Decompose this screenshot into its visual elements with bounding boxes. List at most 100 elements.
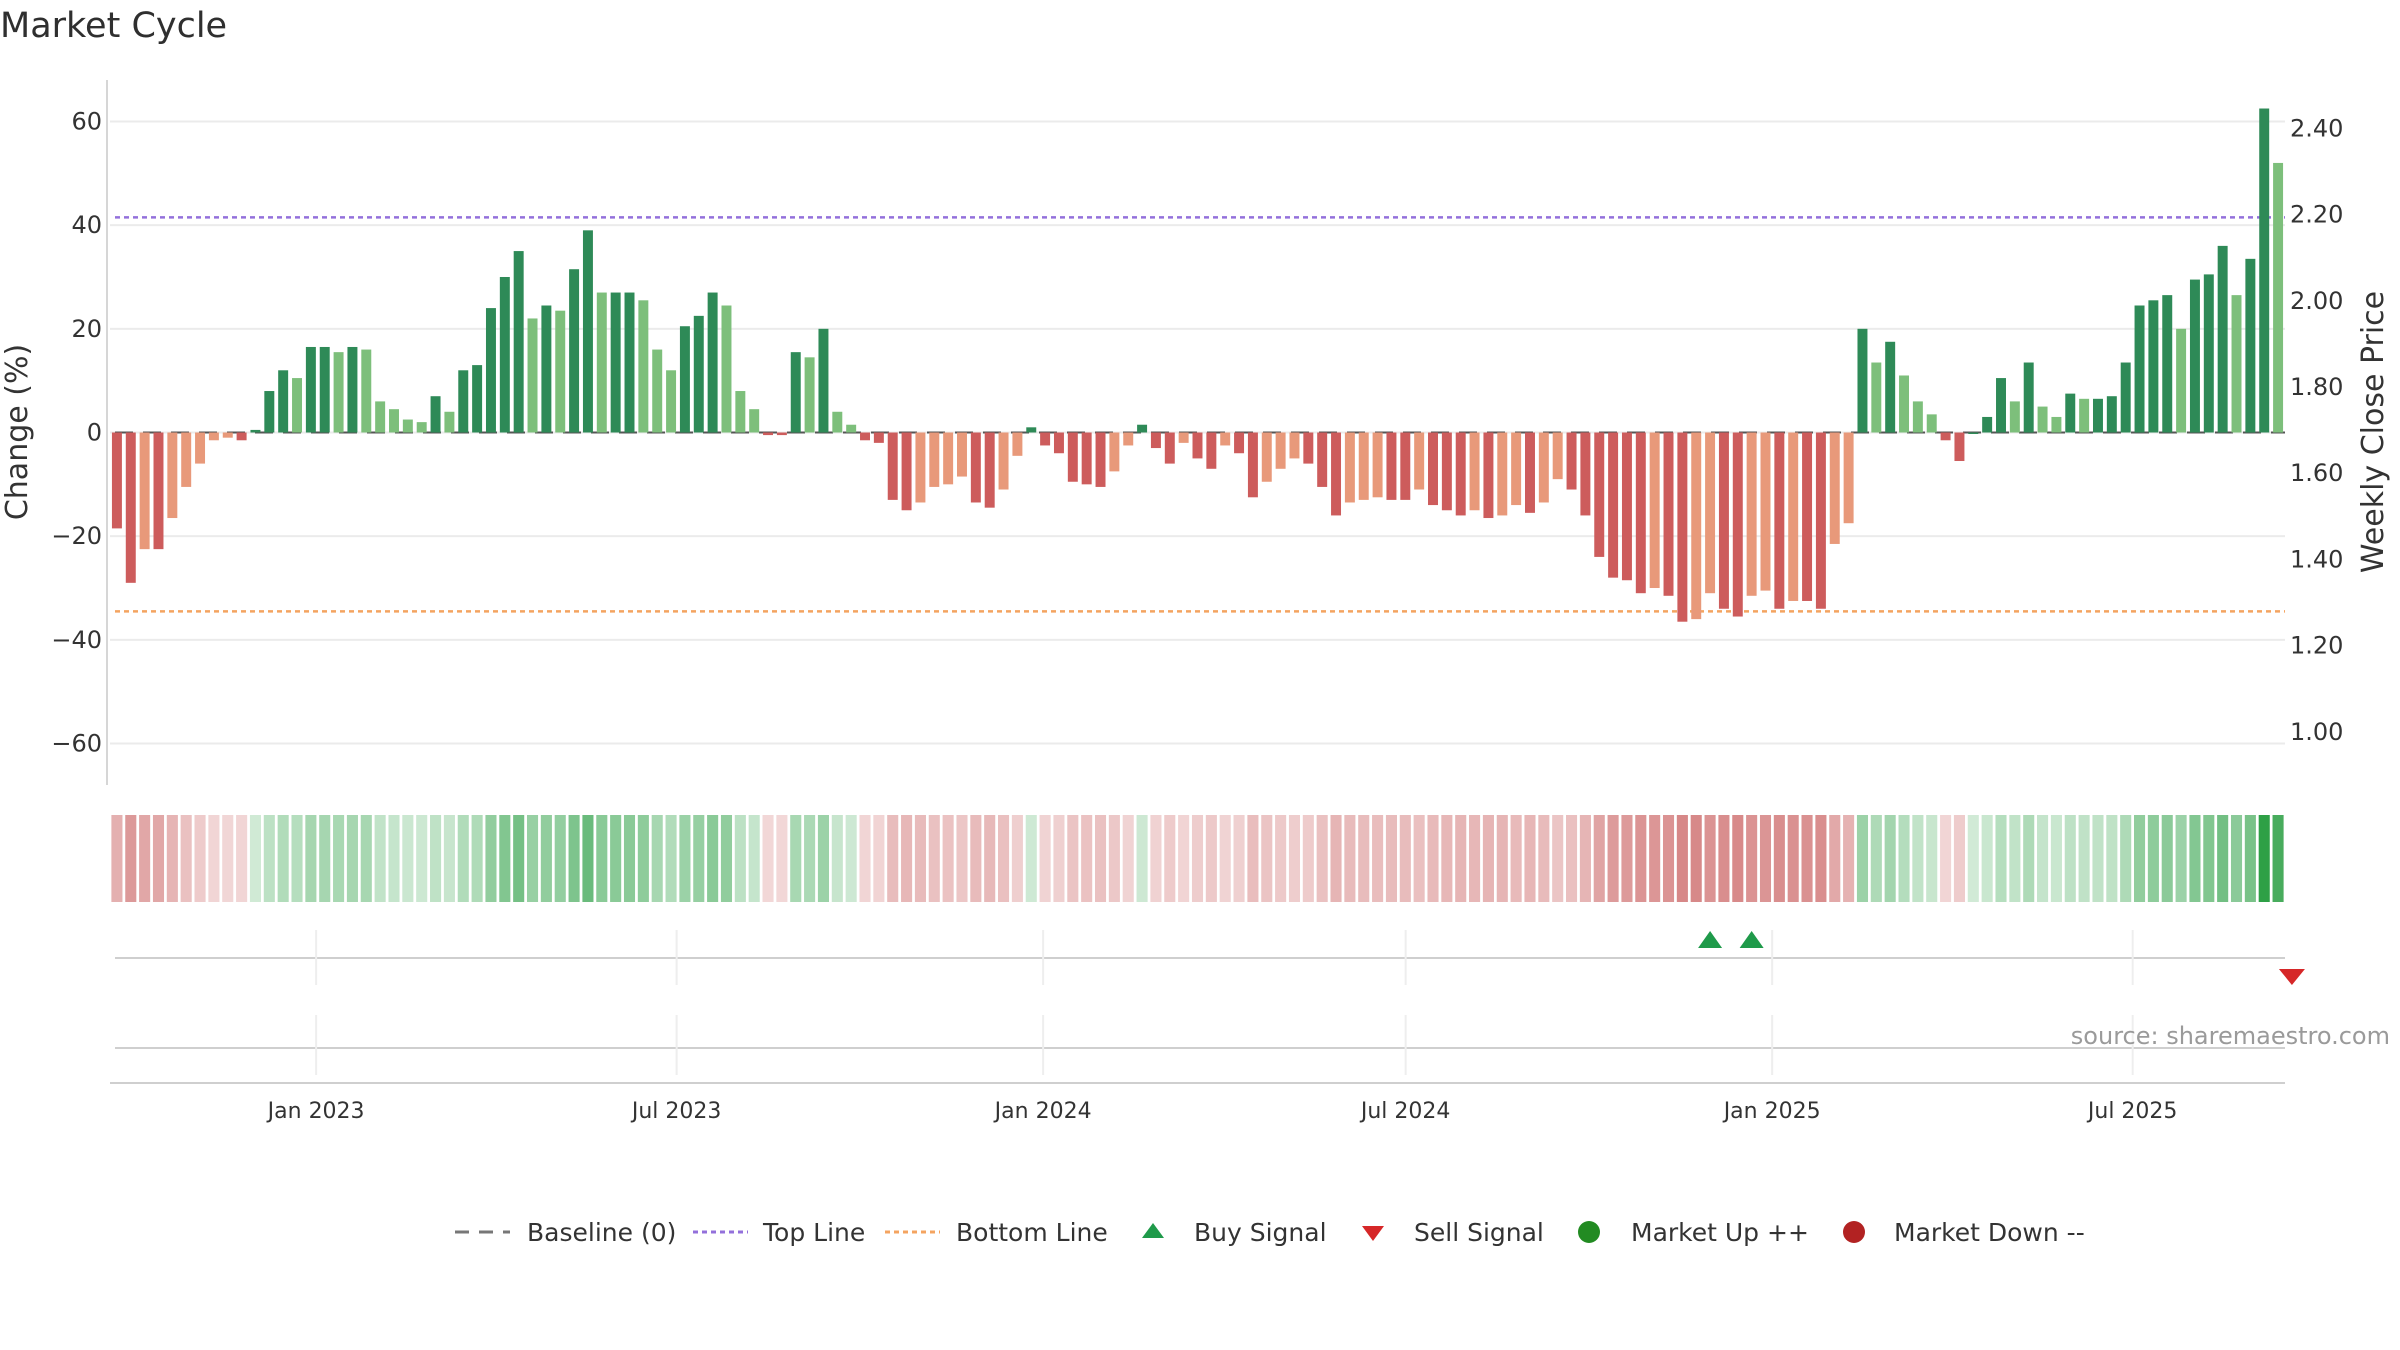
legend-top-line-label: Top Line <box>762 1218 865 1247</box>
heat-cell-7 <box>208 815 220 902</box>
legend-market-down-label: Market Down -- <box>1894 1218 2085 1247</box>
bar-34 <box>582 230 593 433</box>
bar-50 <box>804 357 815 433</box>
bar-15 <box>319 346 330 433</box>
bar-103 <box>1538 432 1549 503</box>
heat-cell-43 <box>707 815 719 902</box>
y-axis-ticks: 60 40 20 0 −20 −40 −60 <box>51 107 102 757</box>
bar-77 <box>1178 432 1189 443</box>
y2-tick-label-5: 1.40 <box>2290 545 2343 573</box>
bar-0 <box>111 432 122 529</box>
heat-cell-96 <box>1441 815 1453 902</box>
bar-71 <box>1095 432 1106 487</box>
heat-cell-17 <box>346 815 358 902</box>
heat-cell-110 <box>1635 815 1647 902</box>
legend-baseline-label: Baseline (0) <box>527 1218 676 1247</box>
bar-84 <box>1275 432 1286 469</box>
bar-3 <box>153 432 164 550</box>
heat-cell-38 <box>637 815 649 902</box>
bar-120 <box>1774 432 1785 609</box>
heat-cell-42 <box>693 815 705 902</box>
bar-7 <box>208 432 219 441</box>
heat-cell-93 <box>1399 815 1411 902</box>
bar-40 <box>666 370 677 433</box>
heat-cell-31 <box>540 815 552 902</box>
bar-136 <box>1996 378 2006 433</box>
bar-58 <box>915 432 926 503</box>
heat-cell-32 <box>554 815 566 902</box>
bar-99 <box>1483 432 1494 519</box>
sell-signal-icon <box>1362 1226 1384 1241</box>
heat-cell-55 <box>873 815 885 902</box>
heat-cell-100 <box>1496 815 1508 902</box>
heat-cell-40 <box>665 815 677 902</box>
heat-cell-130 <box>1912 815 1924 902</box>
axes <box>106 80 2285 1084</box>
y2-axis-ticks: 2.40 2.20 2.00 1.80 1.60 1.40 1.20 1.00 <box>2290 114 2343 746</box>
bar-63 <box>984 432 995 508</box>
bar-4 <box>167 432 178 519</box>
heat-cell-29 <box>513 815 525 902</box>
heat-cell-36 <box>610 815 622 902</box>
x-axis-ticks: Jan 2023 Jul 2023 Jan 2024 Jul 2024 Jan 2025… <box>266 1099 2178 1124</box>
bar-105 <box>1566 432 1577 490</box>
bar-17 <box>347 346 358 433</box>
legend-top-line: Top Line <box>693 1218 865 1247</box>
legend-bottom-line: Bottom Line <box>885 1218 1108 1247</box>
bar-122 <box>1802 432 1813 601</box>
bar-27 <box>485 308 496 433</box>
bar-106 <box>1580 432 1591 516</box>
bar-39 <box>652 349 663 433</box>
bar-100 <box>1497 432 1508 516</box>
bar-37 <box>624 292 635 433</box>
heat-cell-102 <box>1524 815 1536 902</box>
bar-52 <box>832 411 843 433</box>
heat-cell-115 <box>1704 815 1716 902</box>
y-tick-label-3: 0 <box>87 419 102 447</box>
x-tick-label-4: Jan 2025 <box>1722 1099 1821 1124</box>
bar-133 <box>1954 432 1965 462</box>
heat-cell-113 <box>1676 815 1688 902</box>
y2-tick-label-3: 1.80 <box>2290 373 2343 401</box>
bar-61 <box>957 432 967 477</box>
heat-cell-83 <box>1261 815 1273 902</box>
heat-cell-45 <box>734 815 746 902</box>
bar-128 <box>1885 341 1896 433</box>
heat-cell-106 <box>1579 815 1591 902</box>
heat-cell-71 <box>1094 815 1107 902</box>
y2-tick-label-4: 1.60 <box>2290 459 2343 487</box>
y-tick-label-0: 60 <box>71 107 102 135</box>
bar-125 <box>1843 432 1854 524</box>
heat-cell-99 <box>1482 815 1494 902</box>
bar-6 <box>195 432 206 464</box>
heat-cell-13 <box>291 815 303 902</box>
bar-114 <box>1691 432 1702 620</box>
bar-89 <box>1344 432 1355 503</box>
bar-151 <box>2203 274 2214 433</box>
heat-cell-109 <box>1621 815 1633 902</box>
market-down-icon <box>1843 1221 1865 1243</box>
bar-95 <box>1428 432 1438 506</box>
bar-80 <box>1220 432 1231 446</box>
bar-146 <box>2134 305 2145 433</box>
heat-cell-73 <box>1122 815 1134 902</box>
x-tick-label-3: Jul 2024 <box>1359 1099 1451 1124</box>
bar-134 <box>1968 432 1979 434</box>
heat-cell-25 <box>457 815 469 902</box>
bar-38 <box>638 300 649 433</box>
bar-46 <box>749 409 760 433</box>
heat-cell-86 <box>1302 815 1314 902</box>
bar-24 <box>444 411 455 433</box>
heat-cell-151 <box>2203 815 2215 902</box>
heat-cell-47 <box>762 815 774 902</box>
x-tick-label-2: Jan 2024 <box>993 1099 1092 1124</box>
heat-cell-37 <box>623 815 636 902</box>
heat-cell-39 <box>651 815 663 902</box>
bar-44 <box>721 305 732 433</box>
y-tick-label-4: −20 <box>51 522 102 550</box>
bar-49 <box>790 352 801 433</box>
heat-cell-75 <box>1150 815 1162 902</box>
heat-cell-16 <box>333 815 345 902</box>
heat-cell-81 <box>1233 815 1245 902</box>
heat-cell-129 <box>1898 815 1910 902</box>
